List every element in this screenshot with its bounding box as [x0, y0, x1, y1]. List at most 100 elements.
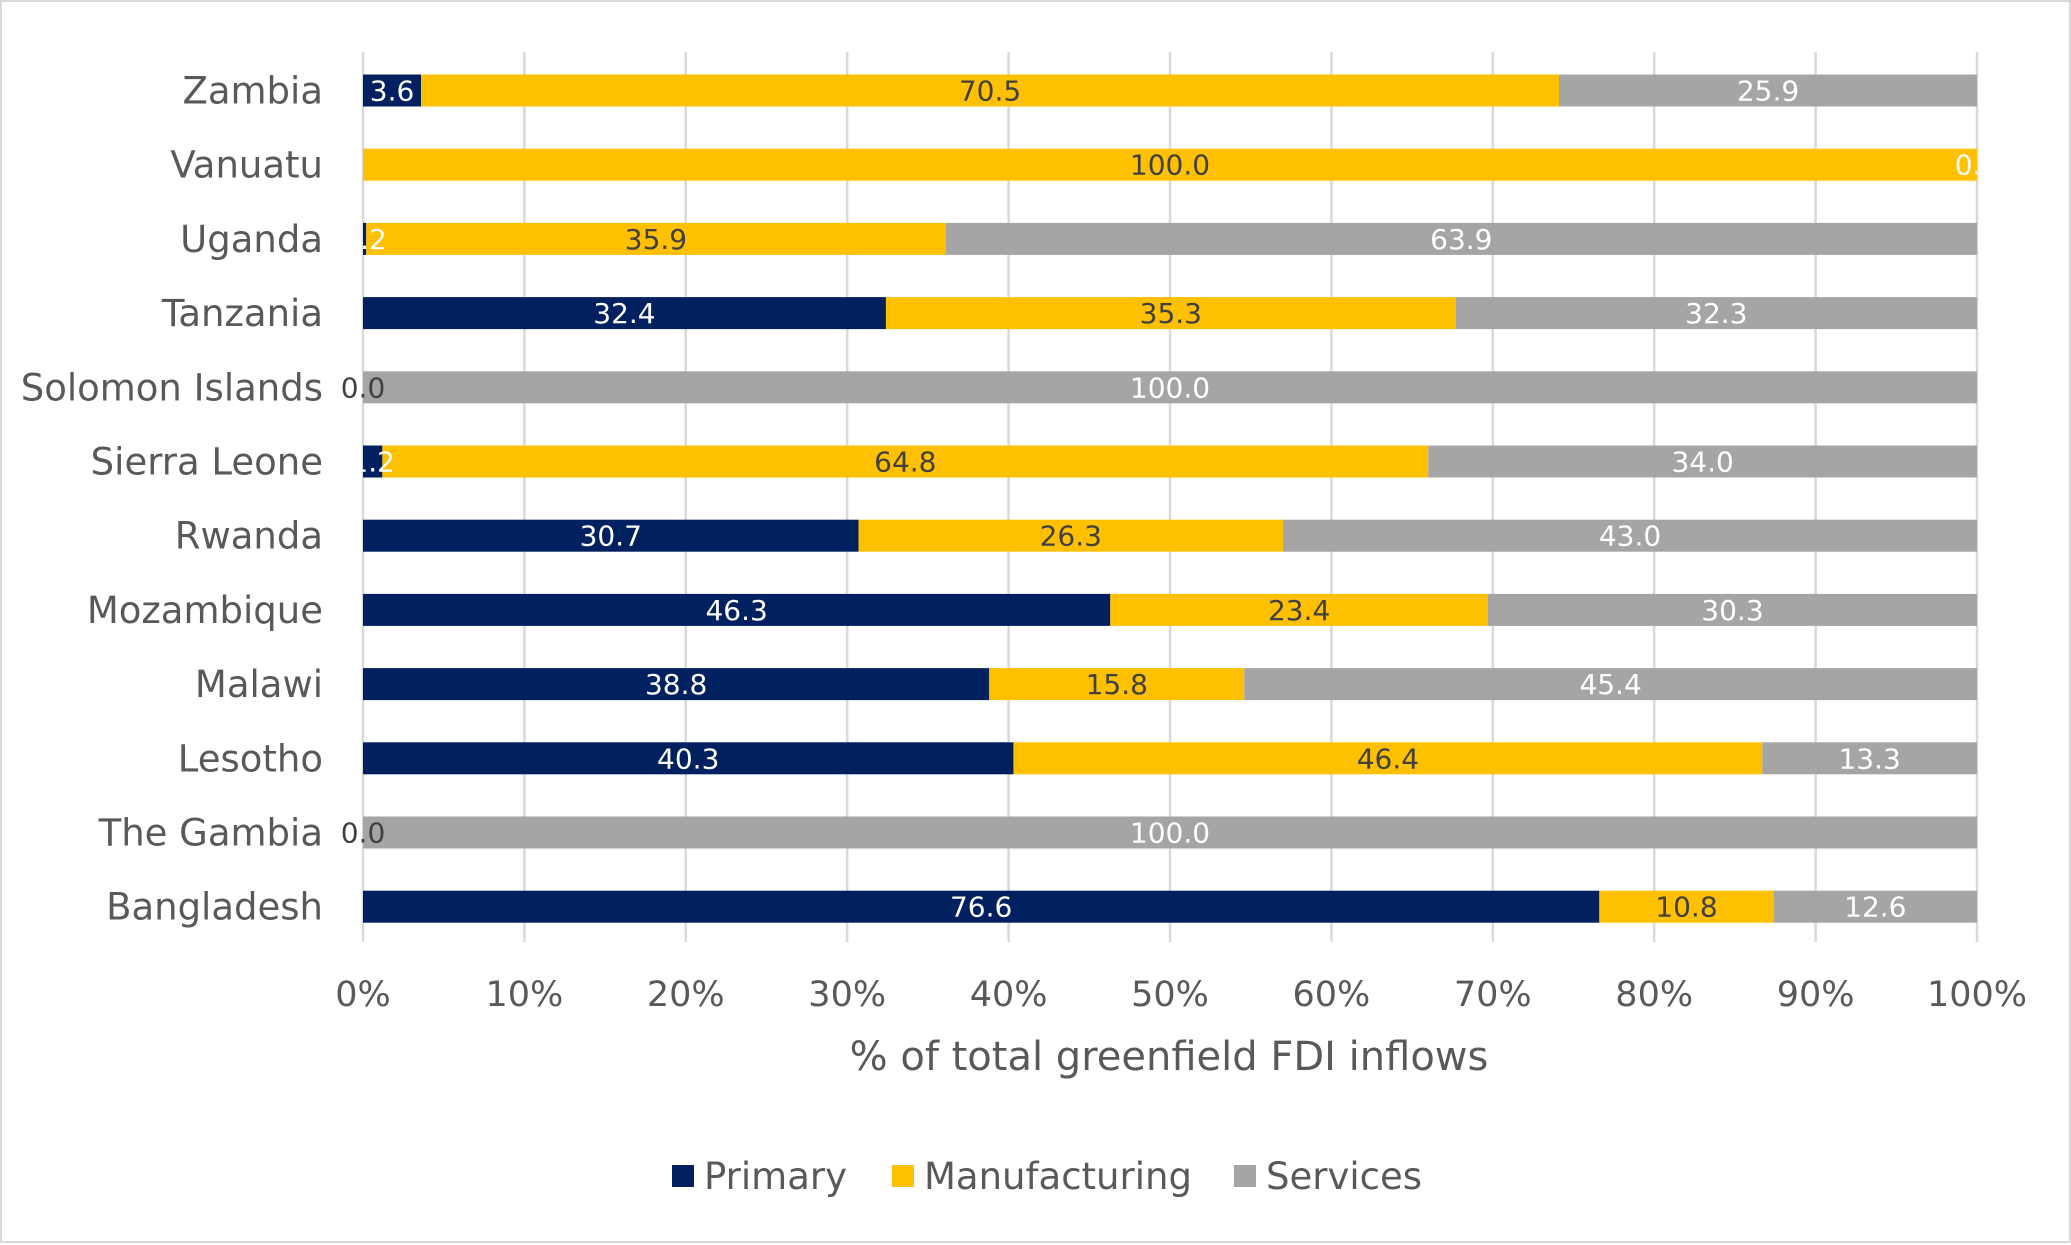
data-label: 0.2: [342, 223, 387, 256]
data-label: 23.4: [1268, 594, 1330, 627]
x-tick-label: 10%: [486, 975, 564, 1015]
data-label: 43.0: [1599, 520, 1661, 553]
x-axis-title: % of total greenfield FDI inflows: [850, 1034, 1489, 1080]
category-label: The Gambia: [98, 812, 323, 855]
category-label: Uganda: [180, 218, 323, 261]
bar-segment-primary: [363, 297, 886, 330]
bar-segment-services: [363, 371, 1977, 404]
bar-segment-manufacturing: [885, 297, 1456, 330]
bar-segment-manufacturing: [382, 445, 1429, 478]
data-label: 0.0: [341, 371, 386, 404]
category-label: Mozambique: [87, 589, 323, 632]
data-label: 0.0: [341, 817, 386, 850]
bar-segment-services: [1455, 297, 1977, 330]
data-label: 100.0: [1130, 817, 1210, 850]
bar-segment-services: [1244, 668, 1977, 701]
data-label: 0.0: [1955, 149, 2000, 182]
bar-segment-manufacturing: [858, 519, 1283, 552]
bar-segment-services: [1282, 519, 1977, 552]
bar-segment-primary: [363, 445, 383, 478]
legend-label: Manufacturing: [924, 1155, 1192, 1198]
data-label: 32.4: [593, 297, 655, 330]
bar-segment-manufacturing: [421, 74, 1559, 107]
data-label: 64.8: [874, 446, 936, 479]
data-label: 100.0: [1130, 371, 1210, 404]
category-label: Zambia: [182, 70, 323, 113]
bar-segment-services: [1487, 593, 1977, 626]
legend-swatch-manufacturing: [892, 1165, 914, 1187]
data-label: 46.3: [705, 594, 767, 627]
category-label: Malawi: [195, 663, 323, 706]
data-label: 12.6: [1844, 891, 1906, 924]
data-label: 70.5: [959, 75, 1021, 108]
data-labels: 3.6 70.5 25.9 100.0 0.0 0.2 35.9 63.9 32.4 35.3 32…: [341, 75, 2000, 924]
data-label: 3.6: [370, 75, 415, 108]
bar-segment-primary: [363, 74, 422, 107]
data-label: 46.4: [1357, 742, 1419, 775]
x-tick-labels: 0% 10% 20% 30% 40% 50% 60% 70% 80% 90% 100%: [335, 975, 2027, 1015]
bar-segment-services: [1558, 74, 1977, 107]
x-tick-label: 80%: [1615, 975, 1693, 1015]
data-label: 13.3: [1838, 742, 1900, 775]
data-label: 26.3: [1040, 520, 1102, 553]
legend-swatch-primary: [672, 1165, 694, 1187]
bar-segment-manufacturing: [1599, 890, 1774, 923]
x-tick-label: 60%: [1293, 975, 1371, 1015]
category-label: Tanzania: [161, 292, 323, 335]
bar-segment-manufacturing: [366, 222, 946, 255]
category-label: Solomon Islands: [21, 366, 323, 409]
bar-segment-primary: [363, 519, 859, 552]
bar-segment-services: [1773, 890, 1977, 923]
x-tick-label: 90%: [1777, 975, 1855, 1015]
legend: Primary Manufacturing Services: [672, 1155, 1422, 1198]
data-label: 34.0: [1671, 446, 1733, 479]
bar-segment-primary: [363, 742, 1014, 775]
data-label: 45.4: [1579, 668, 1641, 701]
data-label: 38.8: [645, 668, 707, 701]
category-label: Rwanda: [175, 515, 323, 558]
data-label: 30.7: [580, 520, 642, 553]
data-label: 15.8: [1086, 668, 1148, 701]
bar-segment-services: [1428, 445, 1977, 478]
x-tick-label: 30%: [808, 975, 886, 1015]
bar-segment-primary: [363, 668, 990, 701]
bar-segment-manufacturing: [989, 668, 1245, 701]
x-tick-label: 20%: [647, 975, 725, 1015]
bar-segment-manufacturing: [1110, 593, 1488, 626]
data-label: 35.3: [1140, 297, 1202, 330]
bar-segment-primary: [363, 222, 367, 255]
data-label: 1.2: [350, 446, 395, 479]
data-label: 100.0: [1130, 149, 1210, 182]
legend-label: Primary: [704, 1155, 847, 1198]
bar-segment-services: [945, 222, 1977, 255]
x-tick-label: 70%: [1454, 975, 1532, 1015]
category-label: Vanuatu: [170, 144, 323, 187]
bar-segment-primary: [363, 593, 1111, 626]
category-label: Bangladesh: [106, 886, 323, 929]
bar-segment-manufacturing: [363, 148, 1977, 181]
data-label: 25.9: [1737, 75, 1799, 108]
category-labels: Zambia Vanuatu Uganda Tanzania Solomon Islan…: [21, 70, 323, 929]
data-label: 10.8: [1655, 891, 1717, 924]
data-label: 76.6: [950, 891, 1012, 924]
bar-segment-services: [363, 816, 1977, 849]
gridlines: [361, 52, 1979, 942]
data-label: 30.3: [1701, 594, 1763, 627]
data-label: 63.9: [1430, 223, 1492, 256]
data-label: 32.3: [1685, 297, 1747, 330]
x-tick-label: 100%: [1927, 975, 2027, 1015]
bar-segment-services: [1762, 742, 1977, 775]
data-label: 35.9: [625, 223, 687, 256]
bars: [363, 74, 1977, 923]
x-tick-label: 0%: [335, 975, 391, 1015]
bar-segment-manufacturing: [1013, 742, 1763, 775]
x-tick-label: 40%: [970, 975, 1048, 1015]
data-label: 40.3: [657, 742, 719, 775]
legend-swatch-services: [1234, 1165, 1256, 1187]
x-tick-label: 50%: [1131, 975, 1209, 1015]
category-label: Lesotho: [178, 737, 323, 780]
legend-label: Services: [1266, 1155, 1422, 1198]
category-label: Sierra Leone: [91, 441, 323, 484]
